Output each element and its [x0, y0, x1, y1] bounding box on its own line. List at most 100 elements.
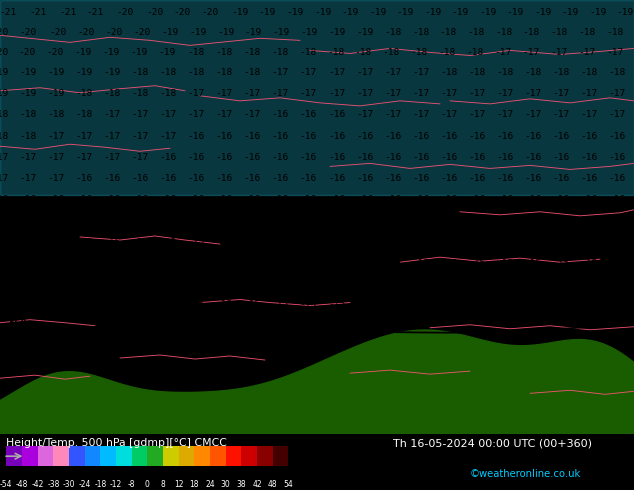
Text: -17: -17: [243, 110, 261, 120]
Text: -19: -19: [590, 8, 607, 17]
Text: -21: -21: [60, 8, 77, 17]
Bar: [132, 446, 147, 466]
Text: 560: 560: [8, 318, 27, 327]
Text: -18: -18: [94, 480, 107, 489]
Text: -15: -15: [384, 259, 401, 268]
Text: -15: -15: [328, 217, 346, 225]
Text: -21: -21: [86, 8, 103, 17]
Text: -15: -15: [469, 259, 486, 268]
Text: -16: -16: [412, 174, 430, 183]
Bar: [100, 446, 116, 466]
Text: -15: -15: [75, 238, 93, 246]
Text: -19: -19: [301, 28, 318, 37]
Text: -18: -18: [606, 28, 624, 37]
Text: 560: 560: [368, 320, 387, 330]
Bar: [22, 446, 37, 466]
Text: -17: -17: [103, 153, 120, 162]
Text: -15: -15: [48, 259, 65, 268]
Text: -17: -17: [550, 48, 567, 57]
Text: -15: -15: [131, 259, 148, 268]
Text: -15: -15: [243, 259, 261, 268]
Text: -17: -17: [131, 153, 148, 162]
Text: -20: -20: [202, 8, 219, 17]
Text: -19: -19: [217, 28, 235, 37]
Text: -17: -17: [469, 89, 486, 98]
Text: -17: -17: [103, 132, 120, 141]
Text: -17: -17: [496, 110, 514, 120]
Text: -17: -17: [103, 110, 120, 120]
Text: -19: -19: [190, 28, 207, 37]
Text: -15: -15: [356, 238, 373, 246]
Text: -15: -15: [299, 238, 316, 246]
Text: -15: -15: [188, 217, 205, 225]
Text: -15: -15: [328, 300, 346, 309]
Text: -18: -18: [216, 48, 233, 57]
Text: -18: -18: [354, 48, 372, 57]
Text: -19: -19: [507, 8, 524, 17]
Text: -15: -15: [0, 280, 9, 289]
Text: -15: -15: [299, 300, 316, 309]
Text: -16: -16: [524, 195, 541, 204]
Text: -18: -18: [441, 68, 458, 77]
Text: -20: -20: [20, 28, 37, 37]
Bar: [195, 446, 210, 466]
Text: -15: -15: [441, 259, 458, 268]
Text: -19: -19: [561, 8, 579, 17]
Text: -19: -19: [424, 8, 442, 17]
Text: -19: -19: [162, 28, 179, 37]
Text: -18: -18: [412, 28, 430, 37]
Text: -16: -16: [159, 195, 177, 204]
Text: -16: -16: [412, 132, 430, 141]
Text: 48: 48: [268, 480, 278, 489]
Text: -20: -20: [133, 28, 151, 37]
Text: -16: -16: [243, 132, 261, 141]
Text: -18: -18: [578, 28, 595, 37]
Text: -15: -15: [609, 300, 626, 309]
Text: -24: -24: [79, 480, 91, 489]
Text: -16: -16: [20, 217, 37, 225]
Text: -15: -15: [609, 217, 626, 225]
Text: 38: 38: [236, 480, 246, 489]
Text: -19: -19: [341, 8, 359, 17]
Text: -17: -17: [188, 89, 205, 98]
Text: -19: -19: [328, 28, 346, 37]
Text: -54: -54: [0, 480, 13, 489]
Text: -16: -16: [609, 174, 626, 183]
Text: -15: -15: [609, 238, 626, 246]
Text: -18: -18: [439, 28, 456, 37]
Text: -15: -15: [103, 259, 120, 268]
Text: -17: -17: [578, 48, 595, 57]
Text: -15: -15: [441, 238, 458, 246]
Bar: [163, 446, 179, 466]
Text: -19: -19: [0, 89, 9, 98]
Text: -17: -17: [48, 174, 65, 183]
Text: -19: -19: [273, 28, 290, 37]
Text: -15: -15: [0, 300, 9, 309]
Text: -17: -17: [48, 153, 65, 162]
Text: -16: -16: [216, 195, 233, 204]
Text: -17: -17: [580, 89, 598, 98]
Text: -18: -18: [524, 68, 541, 77]
Text: -19: -19: [102, 48, 120, 57]
Text: -17: -17: [356, 110, 373, 120]
Text: -15: -15: [243, 300, 261, 309]
Text: -18: -18: [75, 89, 93, 98]
Text: 42: 42: [252, 480, 262, 489]
Text: -19: -19: [48, 68, 65, 77]
Text: -17: -17: [384, 68, 401, 77]
Text: -18: -18: [20, 132, 37, 141]
Text: -17: -17: [20, 153, 37, 162]
Text: -15: -15: [216, 217, 233, 225]
Text: -17: -17: [441, 110, 458, 120]
Text: -15: -15: [20, 259, 37, 268]
Text: -16: -16: [609, 132, 626, 141]
Text: -16: -16: [131, 174, 148, 183]
Text: -19: -19: [103, 68, 120, 77]
Text: -17: -17: [188, 110, 205, 120]
Text: -15: -15: [243, 238, 261, 246]
Text: -17: -17: [356, 89, 373, 98]
Text: -19: -19: [616, 8, 633, 17]
Text: -19: -19: [479, 8, 496, 17]
Text: -16: -16: [580, 153, 598, 162]
Text: -16: -16: [75, 195, 93, 204]
